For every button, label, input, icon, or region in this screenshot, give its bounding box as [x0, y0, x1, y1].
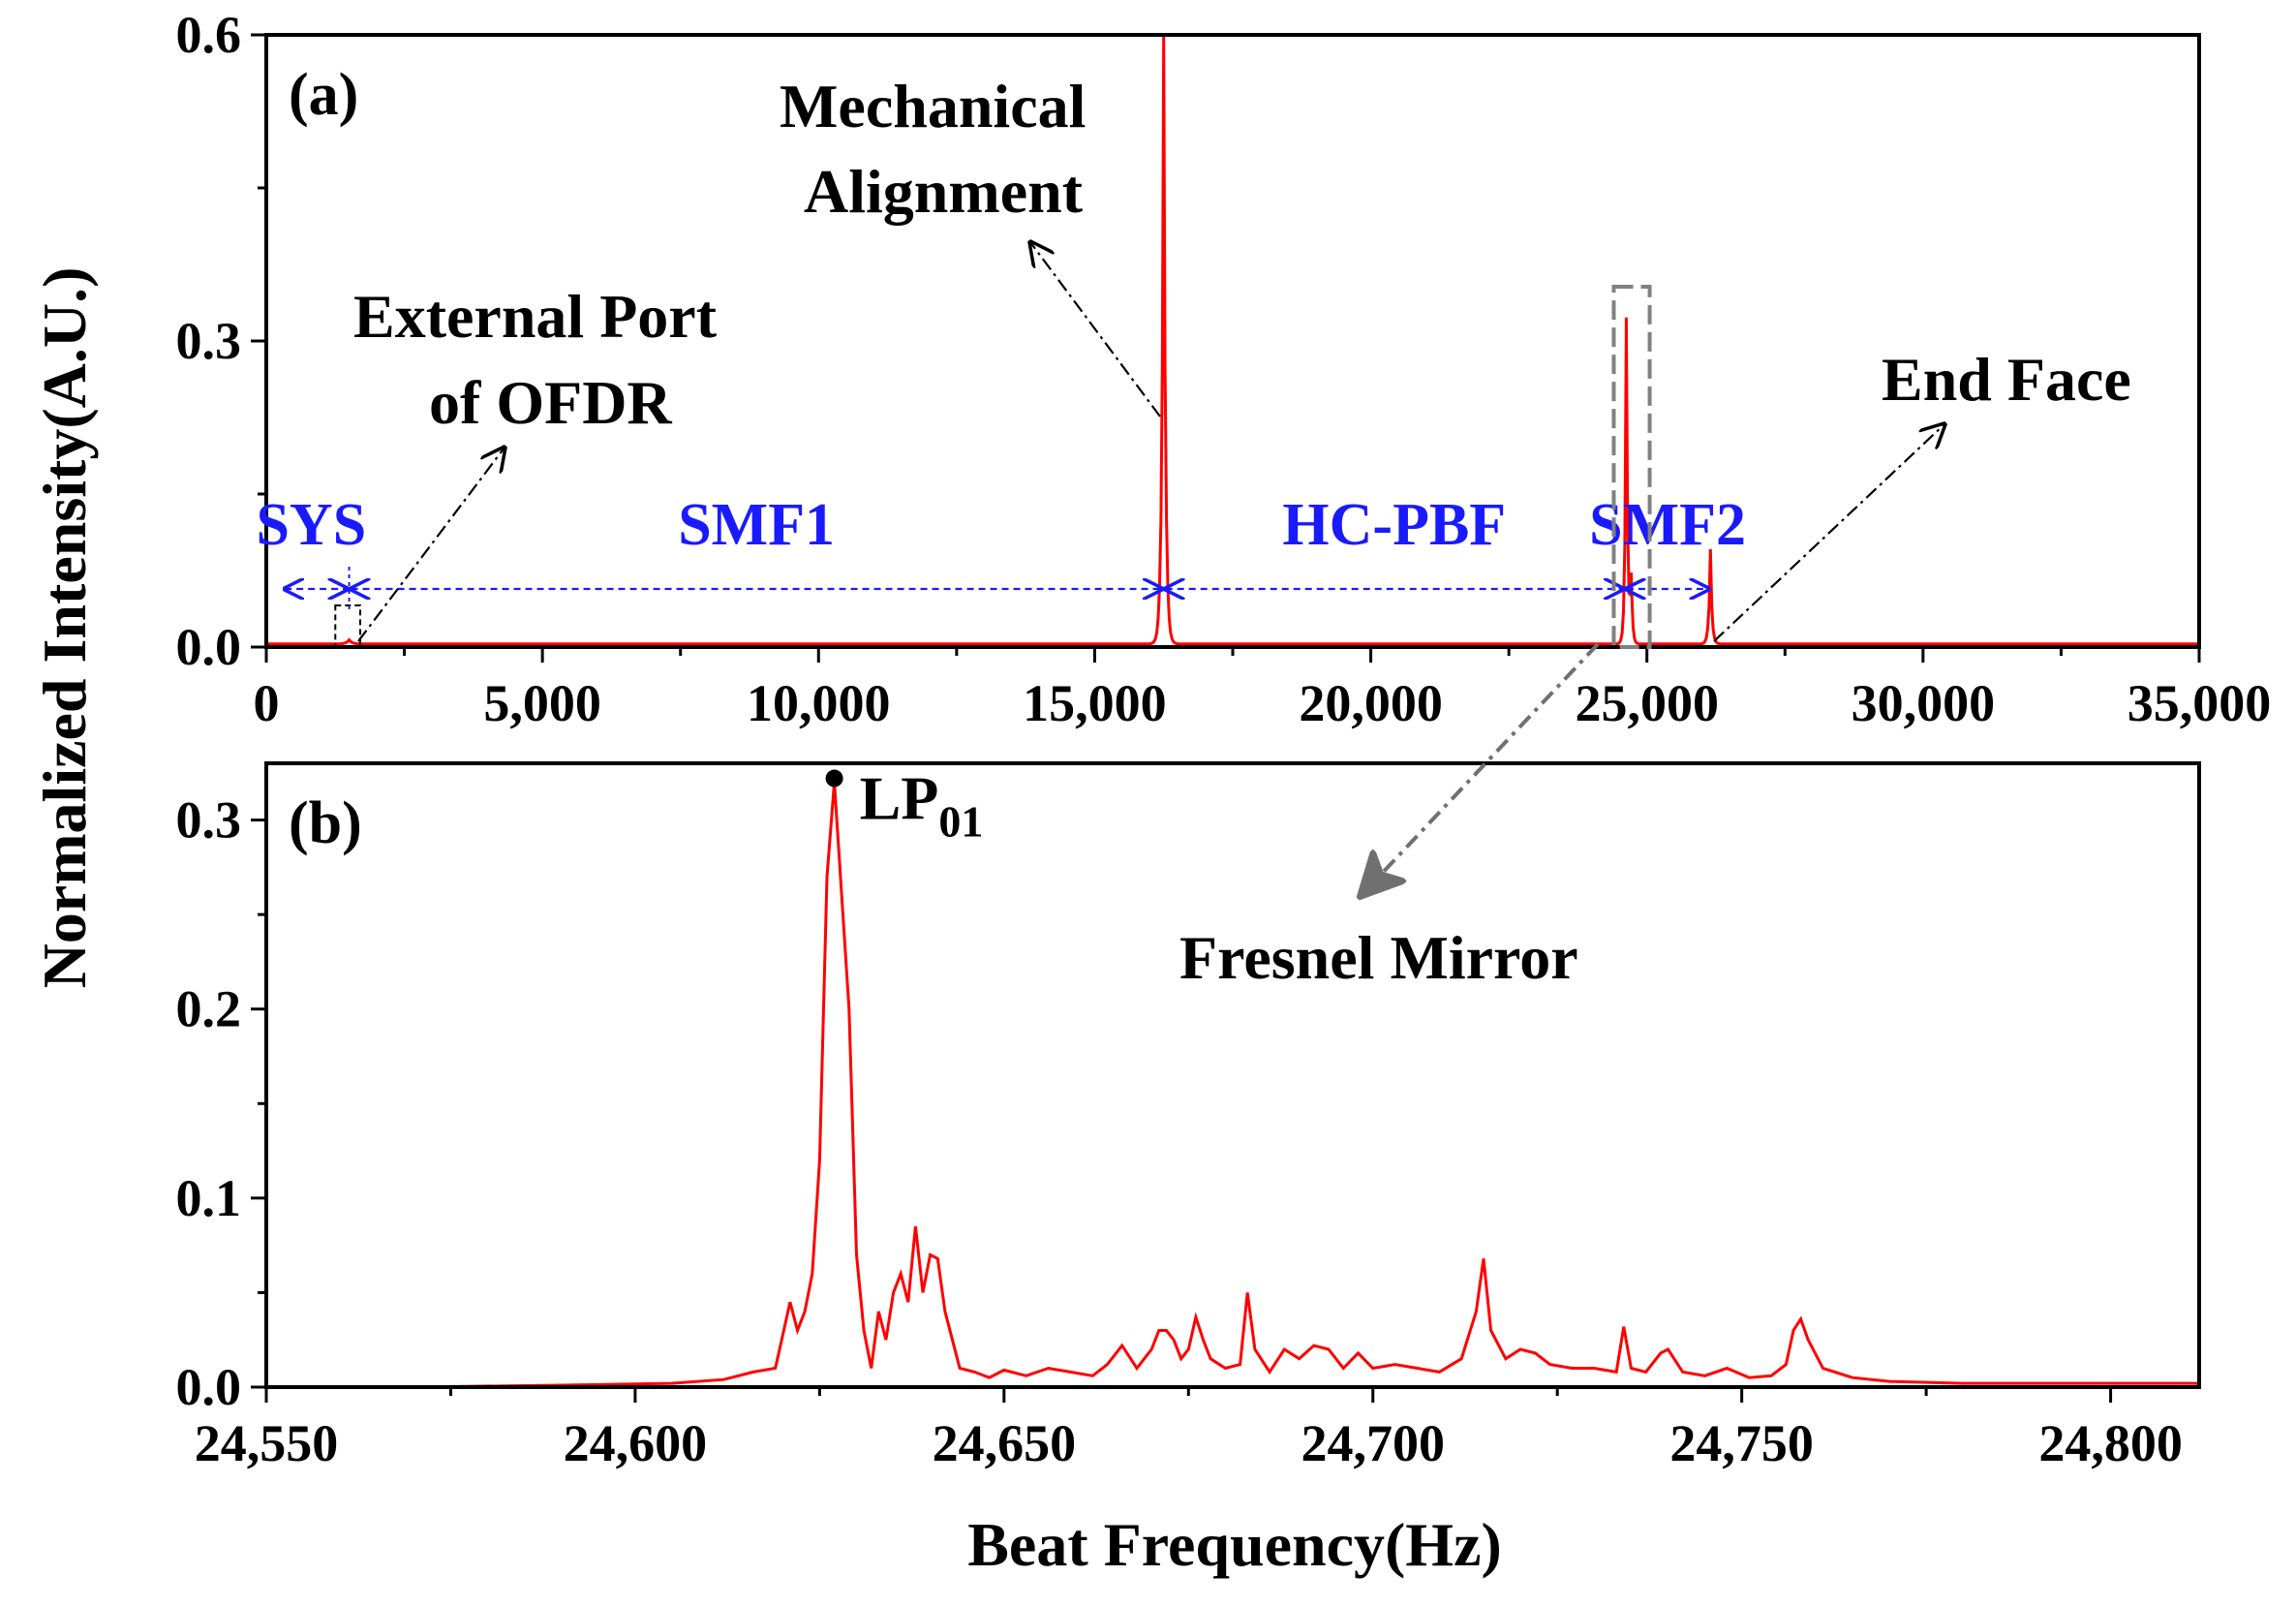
panel-b-label: (b): [289, 790, 362, 856]
panel-a-x-tick-label: 5,000: [483, 674, 601, 732]
panel-a-x-tick-label: 10,000: [747, 674, 891, 732]
panel-b-x-tick-label: 24,800: [2038, 1414, 2183, 1472]
arrow-fresnel-mirror: [1361, 642, 1600, 896]
annotation-mechanical-line1: Mechanical: [780, 72, 1086, 140]
panel-a-y-tick-label: 0.0: [176, 618, 242, 676]
arrow-external-port: [357, 448, 505, 642]
panel-a-x-tick-label: 25,000: [1575, 674, 1719, 732]
annotation-mechanical-line2: Alignment: [804, 157, 1084, 226]
panel-b-x-tick-label: 24,750: [1669, 1414, 1814, 1472]
panel-a: 0 5,000 10,000 15,000 20,000 25,000 30,000 35,0…: [176, 6, 2272, 732]
panel-b-y-tick-label: 0.0: [176, 1358, 242, 1416]
panel-b-y-tick-label: 0.3: [176, 791, 242, 850]
segment-label-hc-pbf: HC-PBF: [1282, 492, 1506, 558]
panel-b-x-tick-label: 24,550: [195, 1414, 339, 1472]
panel-b-ticks: 24,550 24,600 24,650 24,700 24,750 24,800 0.0 0…: [176, 791, 2183, 1472]
annotation-external-port-line2: of OFDR: [429, 368, 672, 437]
panel-a-ticks: 0 5,000 10,000 15,000 20,000 25,000 30,000 35,0…: [176, 6, 2272, 732]
lp01-label: LP01: [860, 764, 984, 847]
panel-b-y-tick-label: 0.1: [176, 1169, 242, 1227]
panel-a-x-tick-label: 30,000: [1852, 674, 1996, 732]
annotation-external-port-line1: External Port: [353, 282, 718, 351]
y-axis-title: Normalized Intensity(A.U.): [30, 267, 99, 989]
panel-b-y-tick-label: 0.2: [176, 980, 242, 1038]
x-axis-title: Beat Frequency(Hz): [967, 1510, 1502, 1579]
panel-b-x-tick-label: 24,700: [1301, 1414, 1445, 1472]
annotation-fresnel-mirror: Fresnel Mirror: [1179, 923, 1578, 992]
segment-labels: SYS SMF1 HC-PBF SMF2: [256, 492, 1746, 558]
panel-b-x-tick-label: 24,650: [933, 1414, 1077, 1472]
panel-a-y-tick-label: 0.3: [176, 312, 242, 370]
segment-label-smf1: SMF1: [678, 492, 835, 558]
panel-a-series-line: [266, 35, 2199, 646]
lp01-peak-marker: [825, 769, 843, 788]
lp01-label-sub: 01: [938, 797, 983, 847]
arrow-mechanical: [1030, 242, 1161, 417]
fresnel-mirror-box: [1611, 285, 1652, 649]
external-port-box: [334, 604, 361, 647]
panel-b-series-line: [266, 782, 2199, 1387]
panel-b-frame: [264, 761, 2201, 1389]
panel-a-x-tick-label: 0: [254, 674, 280, 732]
arrow-end-face: [1713, 424, 1944, 642]
segment-label-sys: SYS: [256, 492, 366, 558]
panel-b: 24,550 24,600 24,650 24,700 24,750 24,800 0.0 0…: [176, 761, 2201, 1472]
panel-a-x-tick-label: 20,000: [1299, 674, 1443, 732]
panel-a-y-tick-label: 0.6: [176, 6, 242, 64]
panel-a-label: (a): [289, 62, 358, 128]
annotation-end-face: End Face: [1882, 345, 2131, 414]
panel-b-x-tick-label: 24,600: [564, 1414, 708, 1472]
panel-a-x-tick-label: 15,000: [1023, 674, 1167, 732]
panel-a-x-tick-label: 35,000: [2128, 674, 2272, 732]
lp01-label-main: LP: [860, 764, 939, 833]
segment-arrows: [285, 567, 1708, 612]
